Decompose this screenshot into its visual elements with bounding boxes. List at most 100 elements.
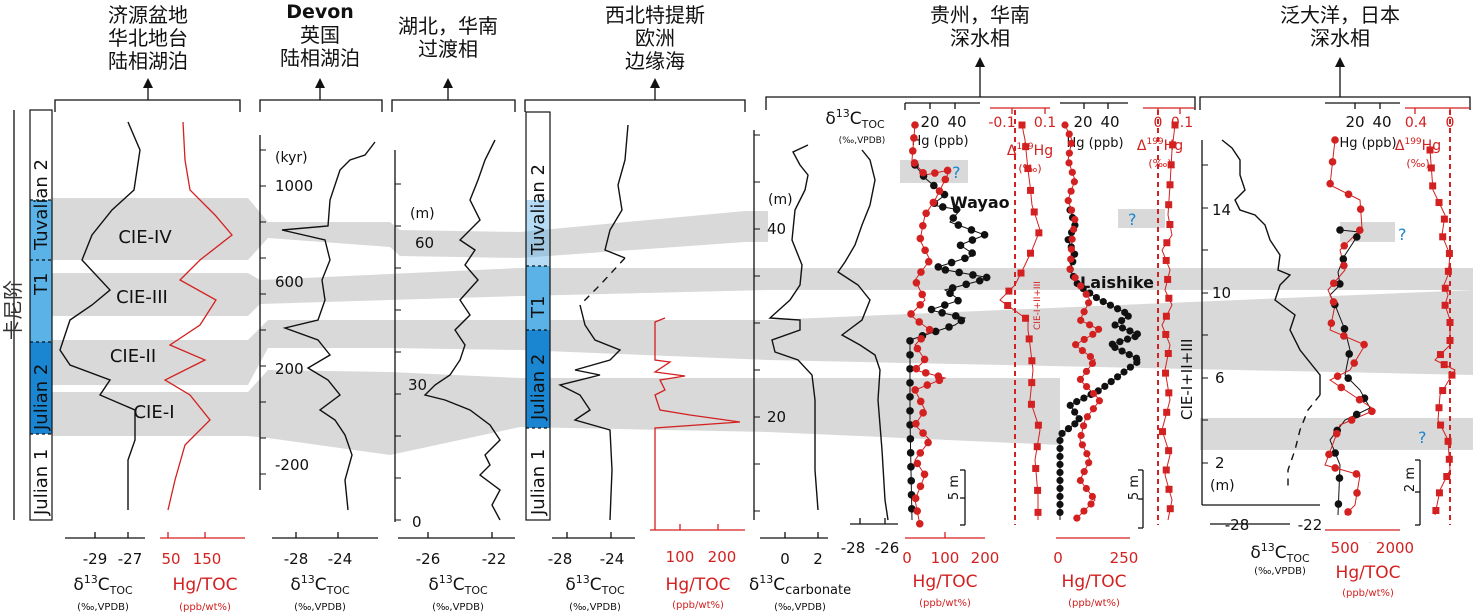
laishike-dhg-squares: [1159, 121, 1179, 513]
tethys-zone-label-t1: T1: [528, 296, 549, 319]
sample-marker: [906, 407, 914, 415]
laishike-hgtoc-tick-250: 250: [1110, 549, 1139, 567]
japan-hgtoc-title: Hg/TOC: [1336, 563, 1401, 583]
tethys-zone-tuvalian: [526, 200, 550, 266]
sample-marker: [1329, 298, 1338, 306]
sample-marker: [1106, 301, 1115, 309]
sample-marker: [906, 337, 914, 345]
sample-marker: [1064, 425, 1073, 433]
sample-marker: [1075, 415, 1083, 423]
guizhou-d13c-tick-m28: -28: [841, 539, 866, 557]
sample-marker: [934, 263, 943, 271]
jiyuan-d13c-unit: (‰,VPDB): [77, 602, 129, 613]
hubei-d13c-tick-m22: -22: [482, 550, 507, 568]
guizhou-m-unit: (m): [768, 192, 793, 208]
zone-t1: [30, 200, 52, 342]
japan-d13c-unit: (‰,VPDB): [1254, 566, 1306, 577]
correlation-bands: [52, 160, 1473, 455]
tethys-hg-tick-200: 200: [708, 548, 737, 566]
sample-marker: [935, 187, 944, 195]
cie-iii-label: CIE-III: [116, 287, 168, 308]
sample-marker: [1025, 335, 1033, 343]
laishike-scale-5m: 5 m: [1127, 475, 1142, 500]
laishike-question: ?: [1128, 210, 1137, 229]
sample-marker: [1088, 492, 1096, 501]
wayao-hgtoc-tick-0: 0: [902, 549, 912, 567]
sample-marker: [1067, 245, 1075, 253]
sample-marker: [919, 409, 927, 417]
tethys-zone-label-julian-1: Julian 1: [528, 449, 549, 516]
tethys-hg-unit: (ppb/wt%): [672, 600, 724, 611]
site-tethys-line2: 欧洲: [635, 26, 675, 50]
sample-marker: [1331, 136, 1339, 144]
sample-marker: [1165, 447, 1173, 455]
jiyuan-hg-unit: (ppb/wt%): [179, 602, 231, 613]
sample-marker: [1027, 400, 1035, 408]
sample-marker: [1159, 428, 1167, 436]
tethys-zone-label-tuvalian-2: Tuvalian 2: [528, 164, 549, 256]
japan-hgtoc-tick-1000: 1000: [1369, 542, 1372, 544]
sample-marker: [1090, 390, 1098, 398]
tethys-zone-julian-2: [526, 330, 550, 428]
japan-tick-2: 2: [1215, 454, 1225, 472]
sample-marker: [1078, 441, 1086, 449]
sample-marker: [1069, 225, 1078, 233]
sample-marker: [1126, 363, 1135, 371]
sample-marker: [1082, 484, 1090, 493]
sample-marker: [1061, 121, 1069, 129]
sample-marker: [1427, 164, 1435, 172]
sample-marker: [1162, 466, 1170, 474]
zone-julian-2: [30, 342, 52, 434]
cie-ii-label: CIE-II: [110, 346, 156, 367]
sample-marker: [1448, 371, 1456, 379]
sample-marker: [1083, 413, 1092, 421]
sample-marker: [1360, 340, 1368, 349]
wayao-label: Wayao: [950, 193, 1010, 212]
sample-marker: [1034, 421, 1042, 429]
site-devon-line2: 英国: [300, 23, 340, 47]
sample-marker: [1336, 280, 1344, 288]
japan-d13c-curve: [1221, 139, 1321, 395]
jiyuan-tick-m29: -29: [83, 550, 108, 568]
sample-marker: [1429, 182, 1437, 190]
sample-marker: [1022, 143, 1030, 151]
sample-marker: [921, 369, 930, 377]
sample-marker: [1166, 181, 1174, 189]
japan-question-upper: ?: [1398, 225, 1407, 244]
zone-label-t1: T1: [31, 273, 52, 296]
hubei-tick-60: 60: [415, 234, 434, 252]
sample-marker: [1337, 383, 1346, 392]
sample-marker: [949, 214, 958, 222]
hubei-d13c-unit: (‰,VPDB): [432, 602, 484, 613]
sample-marker: [915, 318, 924, 326]
japan-m-unit: (m): [1210, 478, 1235, 494]
sample-marker: [1071, 215, 1079, 224]
wayao-hgppb-tick-40: 40: [947, 113, 966, 131]
sample-marker: [941, 266, 950, 274]
sample-marker: [1087, 500, 1095, 508]
hubei-m-unit: (m): [410, 206, 435, 222]
sample-marker: [1072, 341, 1080, 349]
sample-marker: [1076, 476, 1084, 485]
tethys-d13c-curve-upper: [604, 124, 629, 259]
sample-marker: [1022, 314, 1030, 322]
sample-marker: [1131, 333, 1139, 341]
sample-marker: [975, 276, 984, 285]
sample-marker: [1082, 367, 1091, 376]
sample-marker: [1092, 293, 1101, 302]
sample-marker: [1080, 468, 1088, 476]
sample-marker: [1079, 422, 1088, 430]
wayao-hgtoc-unit: (ppb/wt%): [919, 598, 971, 609]
jiyuan-hg-tick-150: 150: [193, 550, 222, 568]
sample-marker: [1334, 500, 1343, 508]
wayao-dhg-curve: [999, 124, 1041, 520]
laishike-dhg-title: Δ199Hg: [1137, 137, 1183, 154]
panel-japan: 14 10 6 2 (m) -28 -22 δ13CTOC (‰,VPDB) 2…: [1201, 102, 1470, 599]
jiyuan-hg-title: Hg/TOC: [173, 575, 238, 595]
sample-marker: [1067, 255, 1075, 263]
sample-marker: [1350, 359, 1358, 367]
panel-tethys: Julian 1 Julian 2 T1 Tuvalian 2 -28 -24 …: [525, 111, 745, 613]
sample-marker: [920, 470, 929, 479]
sample-marker: [1056, 460, 1064, 469]
jiyuan-tick-m27: -27: [118, 550, 143, 568]
